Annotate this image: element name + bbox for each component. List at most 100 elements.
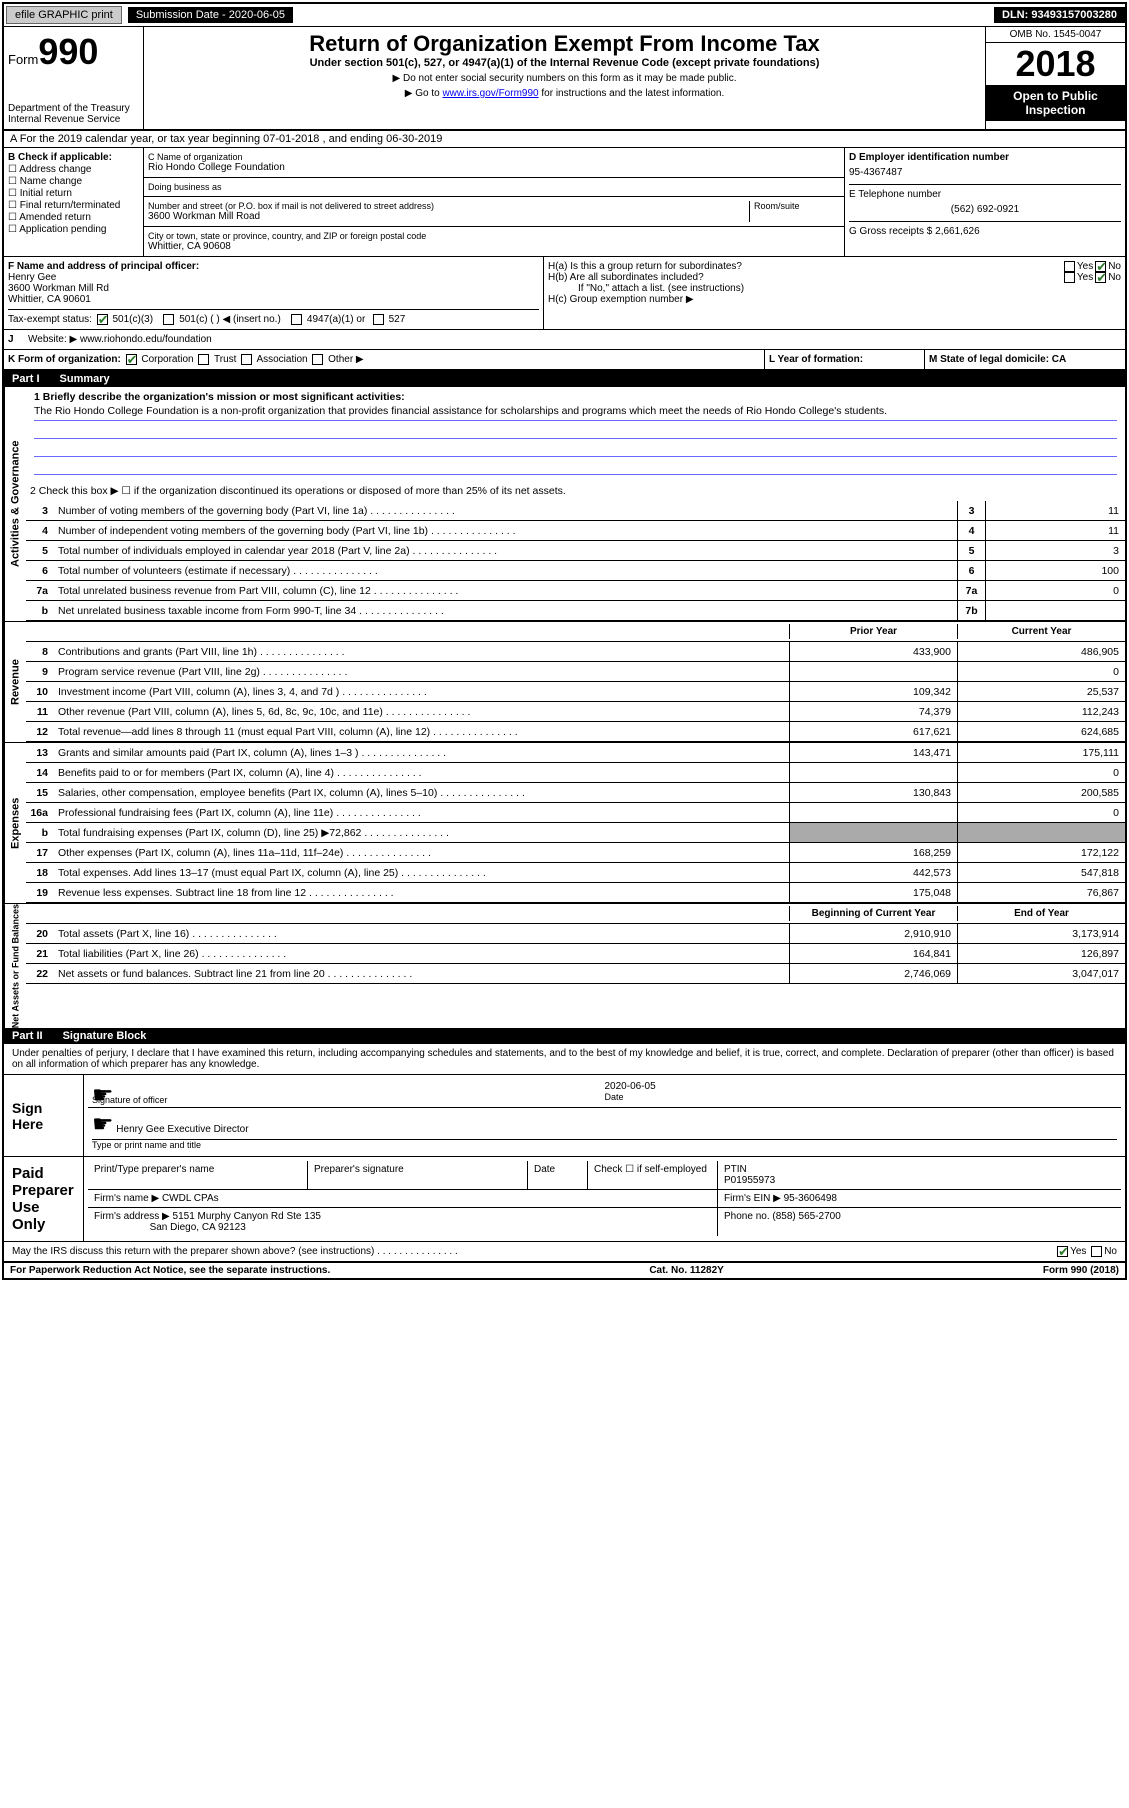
line-val: 3 (985, 541, 1125, 560)
hb-yes[interactable] (1064, 272, 1075, 283)
chk-corp[interactable] (126, 354, 137, 365)
mission-block: 1 Briefly describe the organization's mi… (26, 387, 1125, 481)
current-year-val: 175,111 (957, 743, 1125, 762)
row-i: Tax-exempt status: 501(c)(3) 501(c) ( ) … (8, 309, 539, 325)
sig-declaration: Under penalties of perjury, I declare th… (4, 1044, 1125, 1075)
chk-name-change[interactable]: ☐ Name change (8, 176, 139, 187)
line-text: Grants and similar amounts paid (Part IX… (54, 745, 789, 761)
line-text: Total unrelated business revenue from Pa… (54, 583, 957, 599)
line-15: 15 Salaries, other compensation, employe… (26, 783, 1125, 803)
discuss-no[interactable] (1091, 1246, 1102, 1257)
line-21: 21 Total liabilities (Part X, line 26) 1… (26, 944, 1125, 964)
chk-501c[interactable] (163, 314, 174, 325)
current-year-val: 0 (957, 662, 1125, 681)
signature-block: Under penalties of perjury, I declare th… (4, 1044, 1125, 1263)
line-box: 5 (957, 541, 985, 560)
line-text: Total number of volunteers (estimate if … (54, 563, 957, 579)
current-year-val: 486,905 (957, 642, 1125, 661)
chk-initial-return[interactable]: ☐ Initial return (8, 188, 139, 199)
line-val: 11 (985, 501, 1125, 520)
line-num: b (26, 605, 54, 617)
firm-name: CWDL CPAs (162, 1193, 219, 1204)
form-title: Return of Organization Exempt From Incom… (148, 31, 981, 57)
line-num: 3 (26, 505, 54, 517)
goto-post: for instructions and the latest informat… (539, 88, 725, 99)
line-num: 5 (26, 545, 54, 557)
line-8: 8 Contributions and grants (Part VIII, l… (26, 642, 1125, 662)
hb-label: H(b) Are all subordinates included? (548, 272, 1062, 283)
type-name-label: Type or print name and title (92, 1139, 1117, 1150)
prior-year-val: 2,746,069 (789, 964, 957, 983)
self-emp-check[interactable]: Check ☐ if self-employed (588, 1161, 718, 1189)
line-14: 14 Benefits paid to or for members (Part… (26, 763, 1125, 783)
prior-year-val (789, 662, 957, 681)
line-num: 8 (26, 646, 54, 658)
line-text: Other revenue (Part VIII, column (A), li… (54, 704, 789, 720)
line-num: b (26, 827, 54, 839)
line-text: Revenue less expenses. Subtract line 18 … (54, 885, 789, 901)
paid-preparer-label: Paid Preparer Use Only (4, 1157, 84, 1241)
page-footer: For Paperwork Reduction Act Notice, see … (4, 1263, 1125, 1278)
header-center: Return of Organization Exempt From Incom… (144, 27, 985, 129)
prior-year-val (789, 803, 957, 822)
room-label: Room/suite (750, 201, 840, 222)
discuss-yes[interactable] (1057, 1246, 1068, 1257)
prior-year-val: 617,621 (789, 722, 957, 741)
form-990-page: efile GRAPHIC print Submission Date - 20… (2, 2, 1127, 1280)
chk-app-pending[interactable]: ☐ Application pending (8, 224, 139, 235)
line-11: 11 Other revenue (Part VIII, column (A),… (26, 702, 1125, 722)
chk-amended[interactable]: ☐ Amended return (8, 212, 139, 223)
line-num: 9 (26, 666, 54, 678)
current-year-val: 112,243 (957, 702, 1125, 721)
row-klm: K Form of organization: Corporation Trus… (4, 350, 1125, 371)
gov-line-5: 5 Total number of individuals employed i… (26, 541, 1125, 561)
line-val: 100 (985, 561, 1125, 580)
line-text: Total number of individuals employed in … (54, 543, 957, 559)
line-num: 20 (26, 928, 54, 940)
chk-assoc[interactable] (241, 354, 252, 365)
l-label: L Year of formation: (769, 354, 863, 365)
current-year-val: 76,867 (957, 883, 1125, 902)
ha-yes[interactable] (1064, 261, 1075, 272)
efile-print-button[interactable]: efile GRAPHIC print (6, 6, 122, 24)
form-num: 990 (38, 31, 98, 72)
part2-header: Part II Signature Block (4, 1028, 1125, 1044)
tax-year: 2018 (986, 43, 1125, 85)
officer-addr1: 3600 Workman Mill Rd (8, 283, 539, 294)
chk-4947[interactable] (291, 314, 302, 325)
gov-line-6: 6 Total number of volunteers (estimate i… (26, 561, 1125, 581)
chk-final-return[interactable]: ☐ Final return/terminated (8, 200, 139, 211)
part1-header: Part I Summary (4, 371, 1125, 387)
vlabel-netassets: Net Assets or Fund Balances (4, 904, 26, 1028)
firm-ein: 95-3606498 (784, 1193, 837, 1204)
line-a-tax-year: A For the 2019 calendar year, or tax yea… (4, 131, 1125, 148)
row-m: M State of legal domicile: CA (925, 350, 1125, 369)
line-text: Total expenses. Add lines 13–17 (must eq… (54, 865, 789, 881)
hb-no[interactable] (1095, 272, 1106, 283)
prior-year-val: 143,471 (789, 743, 957, 762)
expenses-section: Expenses 13 Grants and similar amounts p… (4, 742, 1125, 903)
vlabel-governance: Activities & Governance (4, 387, 26, 621)
row-k: K Form of organization: Corporation Trus… (4, 350, 765, 369)
line-2: 2 Check this box ▶ ☐ if the organization… (26, 481, 1125, 501)
chk-address-change[interactable]: ☐ Address change (8, 164, 139, 175)
dba-label: Doing business as (148, 182, 840, 192)
mission-blank1 (34, 423, 1117, 439)
line-num: 19 (26, 887, 54, 899)
irs-link[interactable]: www.irs.gov/Form990 (442, 88, 538, 99)
chk-501c3[interactable] (97, 314, 108, 325)
dln-label: DLN: 93493157003280 (994, 7, 1125, 23)
chk-other[interactable] (312, 354, 323, 365)
line-text: Net unrelated business taxable income fr… (54, 603, 957, 619)
part1-num: Part I (12, 373, 52, 385)
sig-date-label: Date (605, 1092, 1118, 1102)
omb-number: OMB No. 1545-0047 (986, 27, 1125, 43)
prior-year-val: 433,900 (789, 642, 957, 661)
prep-date-label: Date (528, 1161, 588, 1189)
line-18: 18 Total expenses. Add lines 13–17 (must… (26, 863, 1125, 883)
chk-527[interactable] (373, 314, 384, 325)
chk-trust[interactable] (198, 354, 209, 365)
netassets-section: Net Assets or Fund Balances Beginning of… (4, 903, 1125, 1028)
prior-year-val: 442,573 (789, 863, 957, 882)
line-num: 17 (26, 847, 54, 859)
